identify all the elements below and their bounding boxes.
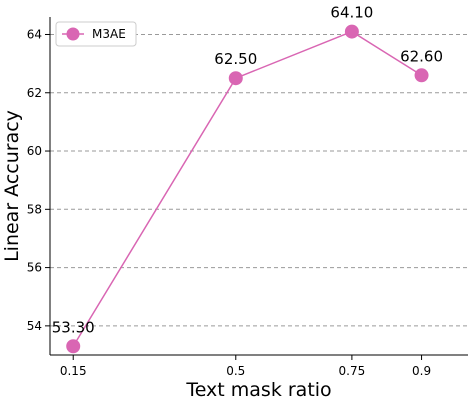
x-tick-label: 0.5 xyxy=(226,364,245,378)
y-ticks: 54 56 58 60 62 64 xyxy=(27,27,50,333)
legend-label: M3AE xyxy=(92,27,126,41)
data-point xyxy=(228,71,243,86)
x-tick-label: 0.9 xyxy=(412,364,431,378)
series-line xyxy=(72,30,422,347)
data-label: 64.10 xyxy=(330,4,373,22)
data-point xyxy=(66,339,81,354)
x-tick-label: 0.15 xyxy=(60,364,87,378)
x-tick-label: 0.75 xyxy=(339,364,366,378)
axes xyxy=(49,17,468,356)
legend: M3AE xyxy=(55,21,137,47)
data-labels: 53.30 62.50 64.10 62.60 xyxy=(52,4,443,337)
y-axis-label: Linear Accuracy xyxy=(1,110,23,262)
data-label: 53.30 xyxy=(52,318,95,336)
y-tick-label: 56 xyxy=(27,261,42,275)
data-label: 62.50 xyxy=(214,50,257,68)
y-tick-label: 58 xyxy=(27,202,42,216)
legend-marker xyxy=(66,27,80,41)
data-label: 62.60 xyxy=(400,47,443,65)
x-axis-label: Text mask ratio xyxy=(185,379,331,401)
y-tick-label: 62 xyxy=(27,86,42,100)
x-ticks: 0.15 0.5 0.75 0.9 xyxy=(60,355,431,378)
data-point xyxy=(414,68,429,83)
y-tick-label: 60 xyxy=(27,144,42,158)
series xyxy=(66,24,429,354)
legend-box xyxy=(55,21,137,47)
y-tick-label: 64 xyxy=(27,27,42,41)
data-point xyxy=(344,24,359,39)
y-tick-label: 54 xyxy=(27,319,42,333)
